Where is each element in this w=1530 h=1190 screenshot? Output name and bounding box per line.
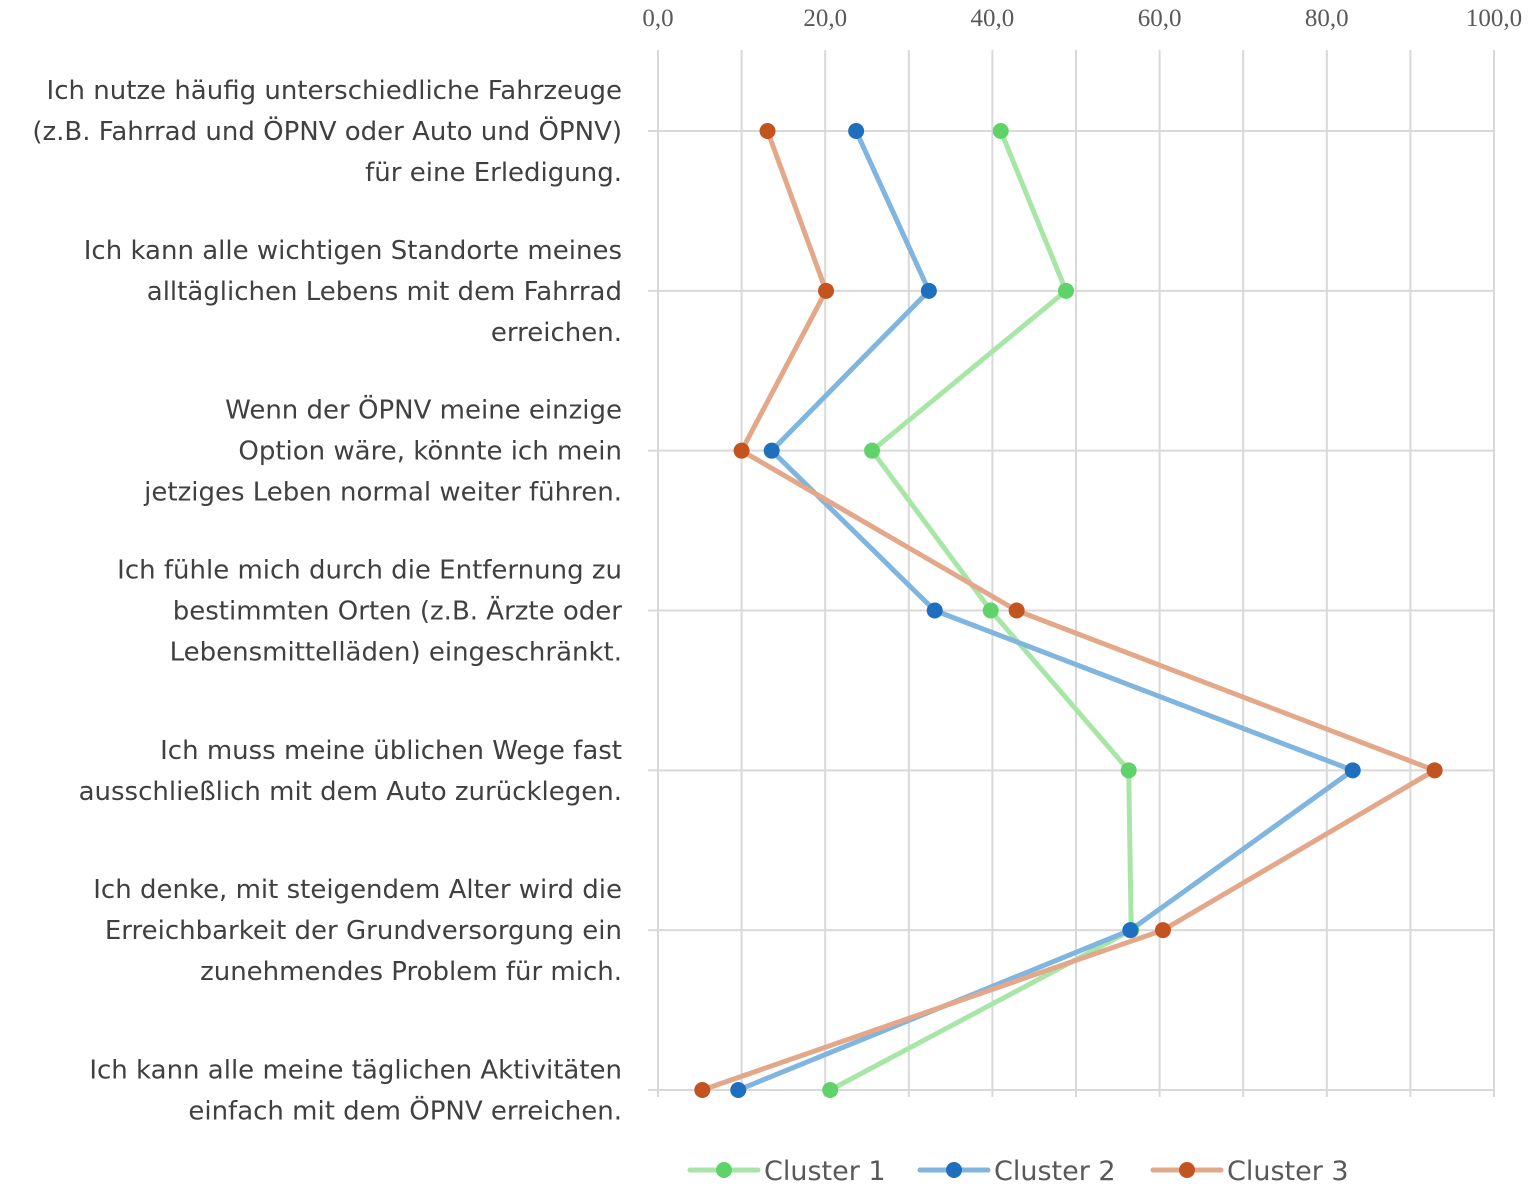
category-label: Ich nutze häufig unterschiedliche Fahrze…	[32, 76, 622, 188]
category-label-line: Ich muss meine üblichen Wege fast	[160, 736, 622, 766]
data-point-cluster-1	[822, 1081, 839, 1098]
data-point-cluster-1	[864, 442, 881, 459]
category-label: Ich muss meine üblichen Wege fast ausschl…	[79, 736, 622, 807]
category-label-line: ausschließlich mit dem Auto zurücklegen.	[79, 777, 622, 807]
data-point-cluster-2	[848, 123, 865, 139]
legend-label-cluster-1: Cluster 1	[764, 1156, 886, 1187]
x-tick-label: 40,0	[971, 5, 1015, 32]
category-label: Wenn der ÖPNV meine einzige Option wäre, …	[143, 394, 622, 508]
category-label-line: zunehmendes Problem für mich.	[200, 957, 622, 987]
category-label-line: jetziges Leben normal weiter führen.	[143, 478, 622, 508]
category-label-line: einfach mit dem ÖPNV erreichen.	[188, 1094, 622, 1126]
data-point-cluster-2	[1344, 762, 1361, 779]
category-label-line: erreichen.	[491, 318, 622, 348]
x-tick-label: 60,0	[1138, 5, 1182, 32]
category-label: Ich denke, mit steigendem Alter wird die…	[93, 875, 622, 987]
value-axis-tick-labels: 0,0 20,0 40,0 60,0 80,0 100,0	[642, 5, 1522, 32]
data-point-cluster-3	[694, 1081, 711, 1098]
category-label: Ich kann alle wichtigen Standorte meines…	[84, 236, 622, 348]
data-point-cluster-2	[730, 1081, 747, 1098]
category-label-line: (z.B. Fahrrad und ÖPNV oder Auto und ÖPN…	[32, 115, 622, 147]
data-point-cluster-1	[992, 123, 1009, 139]
data-point-cluster-2	[1122, 922, 1139, 939]
data-point-cluster-3	[1426, 762, 1443, 779]
category-label-line: Ich kann alle meine täglichen Aktivitäte…	[89, 1055, 622, 1085]
data-point-cluster-3	[1008, 602, 1025, 619]
category-label-line: Ich denke, mit steigendem Alter wird die	[93, 875, 622, 905]
category-label-line: Ich fühle mich durch die Entfernung zu	[117, 555, 622, 585]
data-point-cluster-2	[920, 282, 937, 299]
category-label-line: Option wäre, könnte ich mein	[238, 437, 622, 467]
data-point-cluster-1	[1120, 762, 1137, 779]
category-labels: Ich nutze häufig unterschiedliche Fahrze…	[32, 76, 622, 1126]
legend-marker-cluster-1	[716, 1162, 732, 1178]
legend-label-cluster-2: Cluster 2	[994, 1156, 1116, 1187]
category-axis	[648, 130, 1494, 1091]
category-label: Ich fühle mich durch die Entfernung zu be…	[117, 555, 622, 667]
category-label-line: für eine Erledigung.	[365, 158, 622, 188]
x-tick-label: 100,0	[1466, 5, 1522, 32]
legend-label-cluster-3: Cluster 3	[1227, 1156, 1349, 1187]
data-point-cluster-1	[982, 602, 999, 619]
legend-marker-cluster-3	[1179, 1162, 1195, 1178]
legend: Cluster 1 Cluster 2 Cluster 3	[687, 1156, 1349, 1187]
minor-gridlines	[740, 50, 1412, 1097]
data-point-cluster-3	[733, 442, 750, 459]
category-label-line: Lebensmittelläden) eingeschränkt.	[170, 637, 622, 667]
legend-marker-cluster-2	[946, 1162, 962, 1178]
data-point-cluster-1	[1057, 282, 1074, 299]
x-tick-label: 20,0	[803, 5, 847, 32]
series-points	[694, 123, 1443, 1098]
data-point-cluster-3	[1154, 922, 1171, 939]
data-point-cluster-3	[818, 282, 835, 299]
data-point-cluster-2	[926, 602, 943, 619]
category-label-line: bestimmten Orten (z.B. Ärzte oder	[173, 594, 623, 626]
category-label: Ich kann alle meine täglichen Aktivitäte…	[89, 1055, 622, 1126]
category-label-line: Erreichbarkeit der Grundversorgung ein	[105, 916, 622, 946]
category-label-line: Wenn der ÖPNV meine einzige	[225, 394, 622, 426]
category-label-line: alltäglichen Lebens mit dem Fahrrad	[147, 277, 622, 307]
x-tick-label: 80,0	[1305, 5, 1349, 32]
category-label-line: Ich nutze häufig unterschiedliche Fahrze…	[47, 76, 622, 106]
data-point-cluster-3	[759, 123, 776, 139]
data-point-cluster-2	[763, 442, 780, 459]
category-label-line: Ich kann alle wichtigen Standorte meines	[84, 236, 622, 266]
major-gridlines	[657, 50, 1495, 1097]
x-tick-label: 0,0	[642, 5, 673, 32]
